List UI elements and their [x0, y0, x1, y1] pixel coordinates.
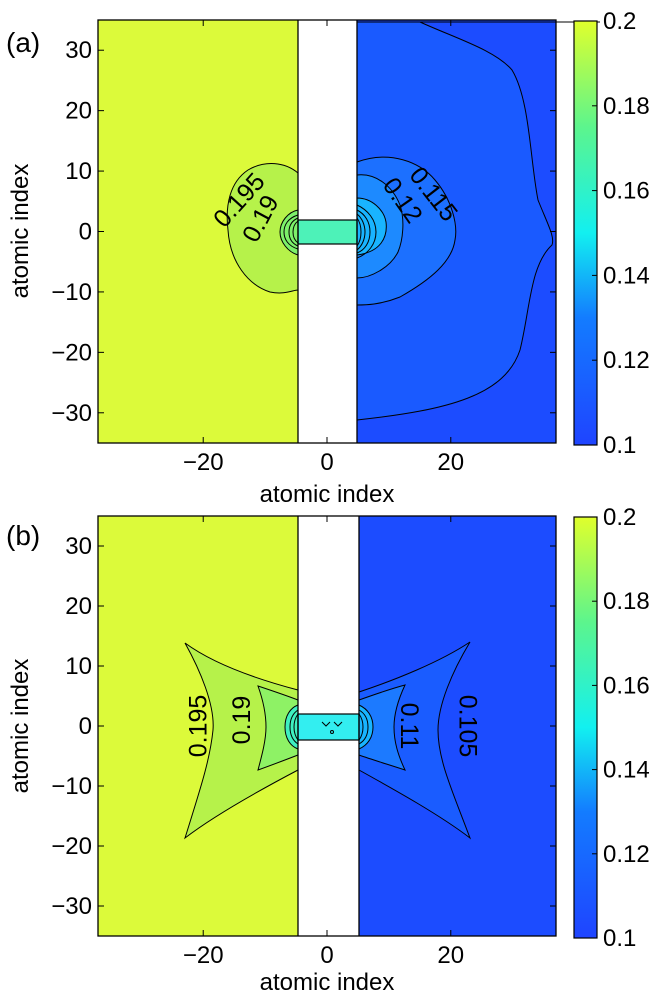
y-tick-label: −30 — [51, 400, 92, 427]
junction-contours-b — [289, 709, 369, 745]
contour-label: 0.19 — [228, 696, 256, 745]
colorbar-tick-label: 0.16 — [603, 178, 650, 205]
colorbar-tick-label: 0.14 — [603, 757, 650, 784]
colorbar-ticks-b: 0.2 0.18 0.16 0.14 0.12 0.1 — [592, 504, 650, 952]
y-tick-label: 30 — [65, 533, 92, 560]
contour-fill-b-left-core — [284, 704, 299, 750]
colorbar-tick-label: 0.1 — [603, 432, 636, 459]
x-tick-label: 0 — [320, 449, 333, 476]
panel-label-a: (a) — [6, 27, 40, 58]
y-tick-label: 30 — [65, 37, 92, 64]
colorbar-tick-label: 0.2 — [603, 504, 636, 531]
x-tick-label: −20 — [183, 942, 224, 969]
colorbar-tick-label: 0.18 — [603, 93, 650, 120]
y-tick-label: −20 — [51, 833, 92, 860]
panel-label-b: (b) — [6, 520, 40, 551]
colorbar-tick-label: 0.14 — [603, 262, 650, 289]
panel-b: 0.195 0.19 0.11 0.105 −20 0 20 30 20 10 0 −10 −20 −3… — [6, 504, 650, 996]
y-tick-label: 0 — [79, 219, 92, 246]
ticks-a: −20 0 20 30 20 10 0 −10 −20 −30 — [51, 20, 556, 476]
contour-label: 0.11 — [395, 703, 423, 750]
x-tick-label: −20 — [183, 449, 224, 476]
colorbar-ticks-a: 0.2 0.18 0.16 0.14 0.12 0.1 — [592, 8, 650, 459]
colorbar-tick-label: 0.16 — [603, 672, 650, 699]
y-tick-label: 10 — [65, 653, 92, 680]
ticks-b: −20 0 20 30 20 10 0 −10 −20 −30 — [51, 516, 556, 969]
y-tick-label: 20 — [65, 593, 92, 620]
colorbar-tick-label: 0.18 — [603, 588, 650, 615]
x-tick-label: 20 — [437, 449, 464, 476]
y-tick-label: 20 — [65, 98, 92, 125]
y-tick-label: 10 — [65, 158, 92, 185]
contour-fill-b-right-inner — [358, 684, 406, 771]
colorbar-a — [573, 20, 598, 446]
contour-fill-b-left-inner — [257, 685, 299, 771]
ylabel-b: atomic index — [7, 659, 34, 794]
contour-fill-a-right-core2 — [356, 197, 387, 256]
y-tick-label: −10 — [51, 279, 92, 306]
xlabel-b: atomic index — [260, 969, 395, 996]
x-tick-label: 0 — [320, 942, 333, 969]
contour-fill-b-right-core — [358, 704, 374, 750]
colorbar-tick-label: 0.1 — [603, 925, 636, 952]
y-tick-label: −30 — [51, 893, 92, 920]
colorbar-tick-label: 0.2 — [603, 8, 636, 35]
x-tick-label: 20 — [437, 942, 464, 969]
bridge-a — [297, 219, 358, 245]
contour-fill-a-left-outer — [226, 163, 299, 294]
colorbar-tick-label: 0.12 — [603, 347, 650, 374]
y-tick-label: −10 — [51, 773, 92, 800]
colorbar-tick-label: 0.12 — [603, 841, 650, 868]
contour-labels-b: 0.195 0.19 0.11 0.105 — [185, 695, 482, 758]
contour-fill-a-right-outer — [356, 21, 600, 421]
contour-label: 0.105 — [454, 695, 482, 758]
bridge-b — [297, 713, 360, 741]
ylabel-a: atomic index — [7, 164, 34, 299]
junction-contours-a — [283, 204, 377, 259]
y-tick-label: 0 — [79, 713, 92, 740]
y-tick-label: −20 — [51, 339, 92, 366]
contour-label: 0.195 — [185, 695, 213, 758]
xlabel-a: atomic index — [260, 481, 395, 508]
colorbar-b — [573, 516, 598, 939]
